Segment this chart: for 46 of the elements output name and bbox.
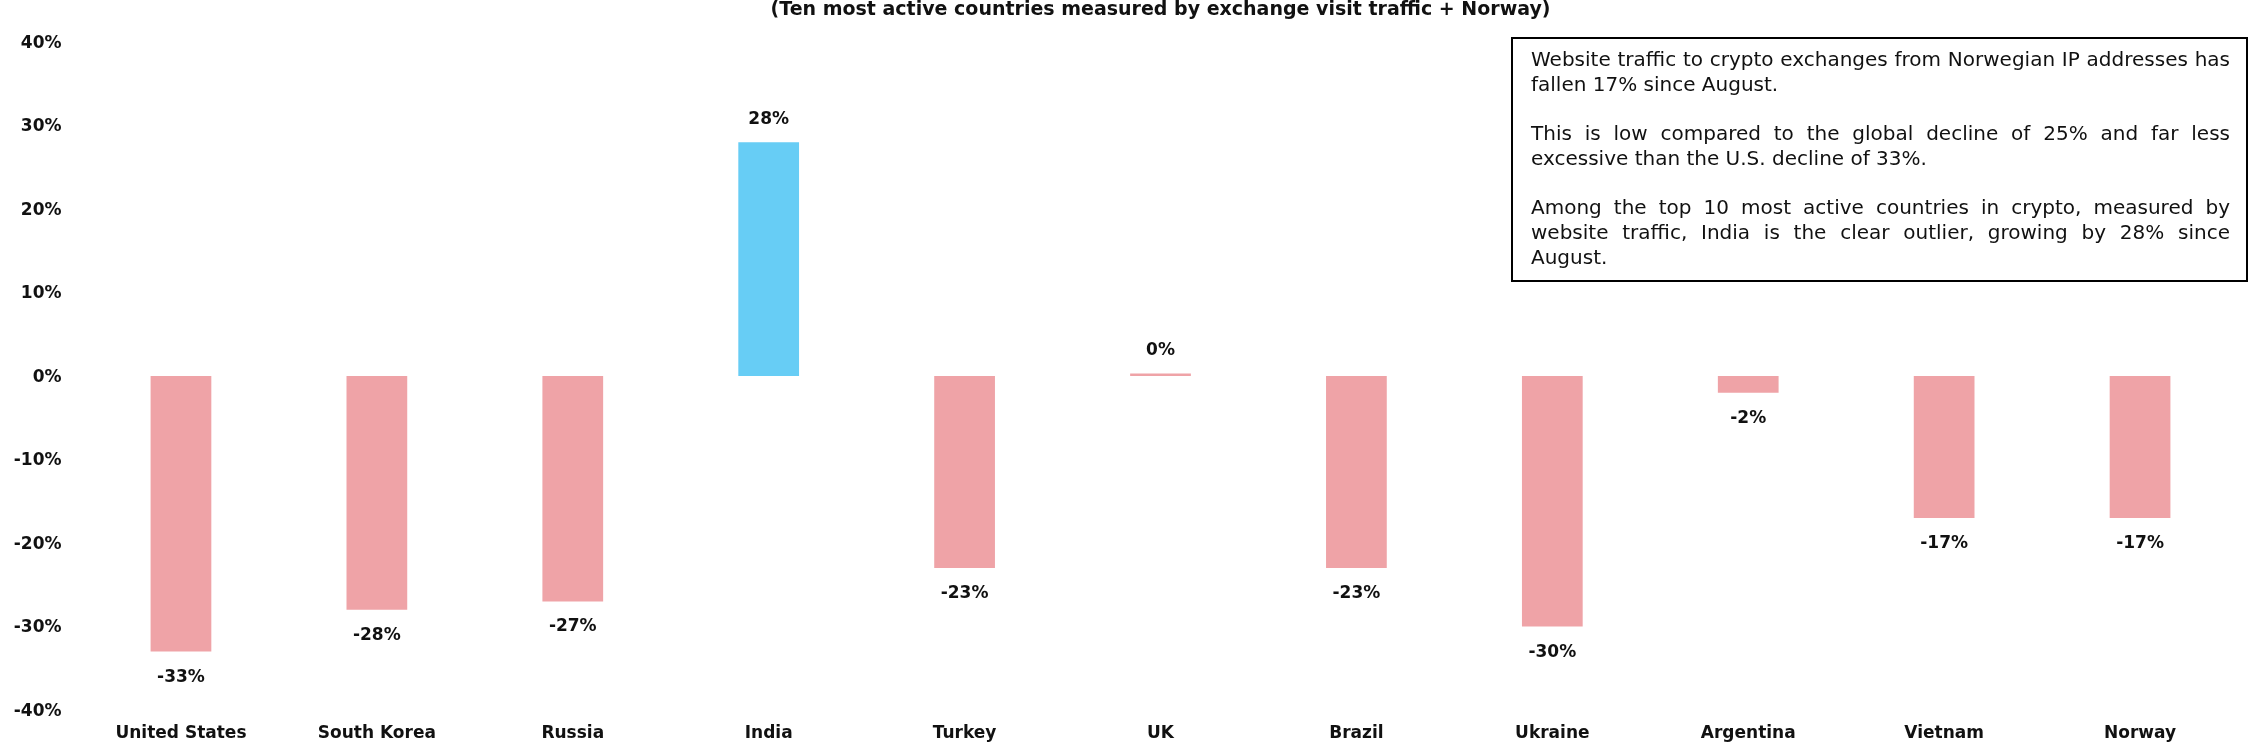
data-label: 0% <box>1146 339 1175 360</box>
bar <box>1326 376 1387 569</box>
x-tick-label: Argentina <box>1700 721 1796 742</box>
x-tick-label: India <box>744 721 793 742</box>
x-tick-label: Ukraine <box>1515 721 1590 742</box>
bar <box>1717 376 1779 393</box>
data-label: -17% <box>1920 531 1969 552</box>
data-label: -23% <box>940 582 989 603</box>
x-tick-label: South Korea <box>317 721 436 742</box>
y-tick-label: -30% <box>13 616 62 636</box>
x-tick-label: Russia <box>541 721 605 742</box>
y-tick-label: -20% <box>13 532 62 553</box>
bar <box>1521 376 1583 627</box>
data-label: -2% <box>1730 406 1767 427</box>
y-tick-label: 30% <box>20 115 62 135</box>
y-tick-label: 0% <box>32 365 62 386</box>
bar <box>2109 376 2171 518</box>
bar <box>1130 373 1191 376</box>
bar <box>150 376 212 652</box>
bar <box>738 142 800 376</box>
x-tick-label: Norway <box>2104 721 2177 742</box>
annotation: Website traffic to crypto exchanges from Norwegian IP addresses has fallen 17% since August. <box>1531 47 2230 97</box>
data-label: -30% <box>1528 640 1577 661</box>
x-tick-label: Brazil <box>1329 721 1384 742</box>
data-label: -23% <box>1332 582 1381 603</box>
data-label: 28% <box>748 108 790 129</box>
annotation: This is low compared to the global decline of 25% and far less excessive than the U.S. decline of 33%. <box>1531 121 2230 171</box>
annotation: Among the top 10 most active countries in crypto, measured by website traffic, India is the clear outlier, growing by 28% since August. <box>1531 195 2230 270</box>
y-tick-label: 20% <box>20 198 62 219</box>
x-tick-label: Turkey <box>932 721 997 742</box>
y-tick-label: 10% <box>20 282 62 302</box>
data-label: -28% <box>352 623 401 644</box>
bar <box>542 376 604 602</box>
x-tick-label: Vietnam <box>1904 721 1984 742</box>
x-tick-label: UK <box>1147 721 1175 742</box>
bar <box>1913 376 1975 518</box>
y-tick-label: 40% <box>20 31 62 52</box>
bar <box>934 376 995 569</box>
data-label: -33% <box>157 665 205 686</box>
y-tick-label: -10% <box>13 449 62 469</box>
chart-title: (Ten most active countries measured by exchange visit traffic + Norway) <box>770 0 1551 19</box>
data-label: -27% <box>548 615 597 636</box>
y-tick-label: -40% <box>13 699 62 720</box>
bar <box>346 376 408 610</box>
x-tick-label: United States <box>115 721 247 742</box>
data-label: -17% <box>2116 531 2164 552</box>
